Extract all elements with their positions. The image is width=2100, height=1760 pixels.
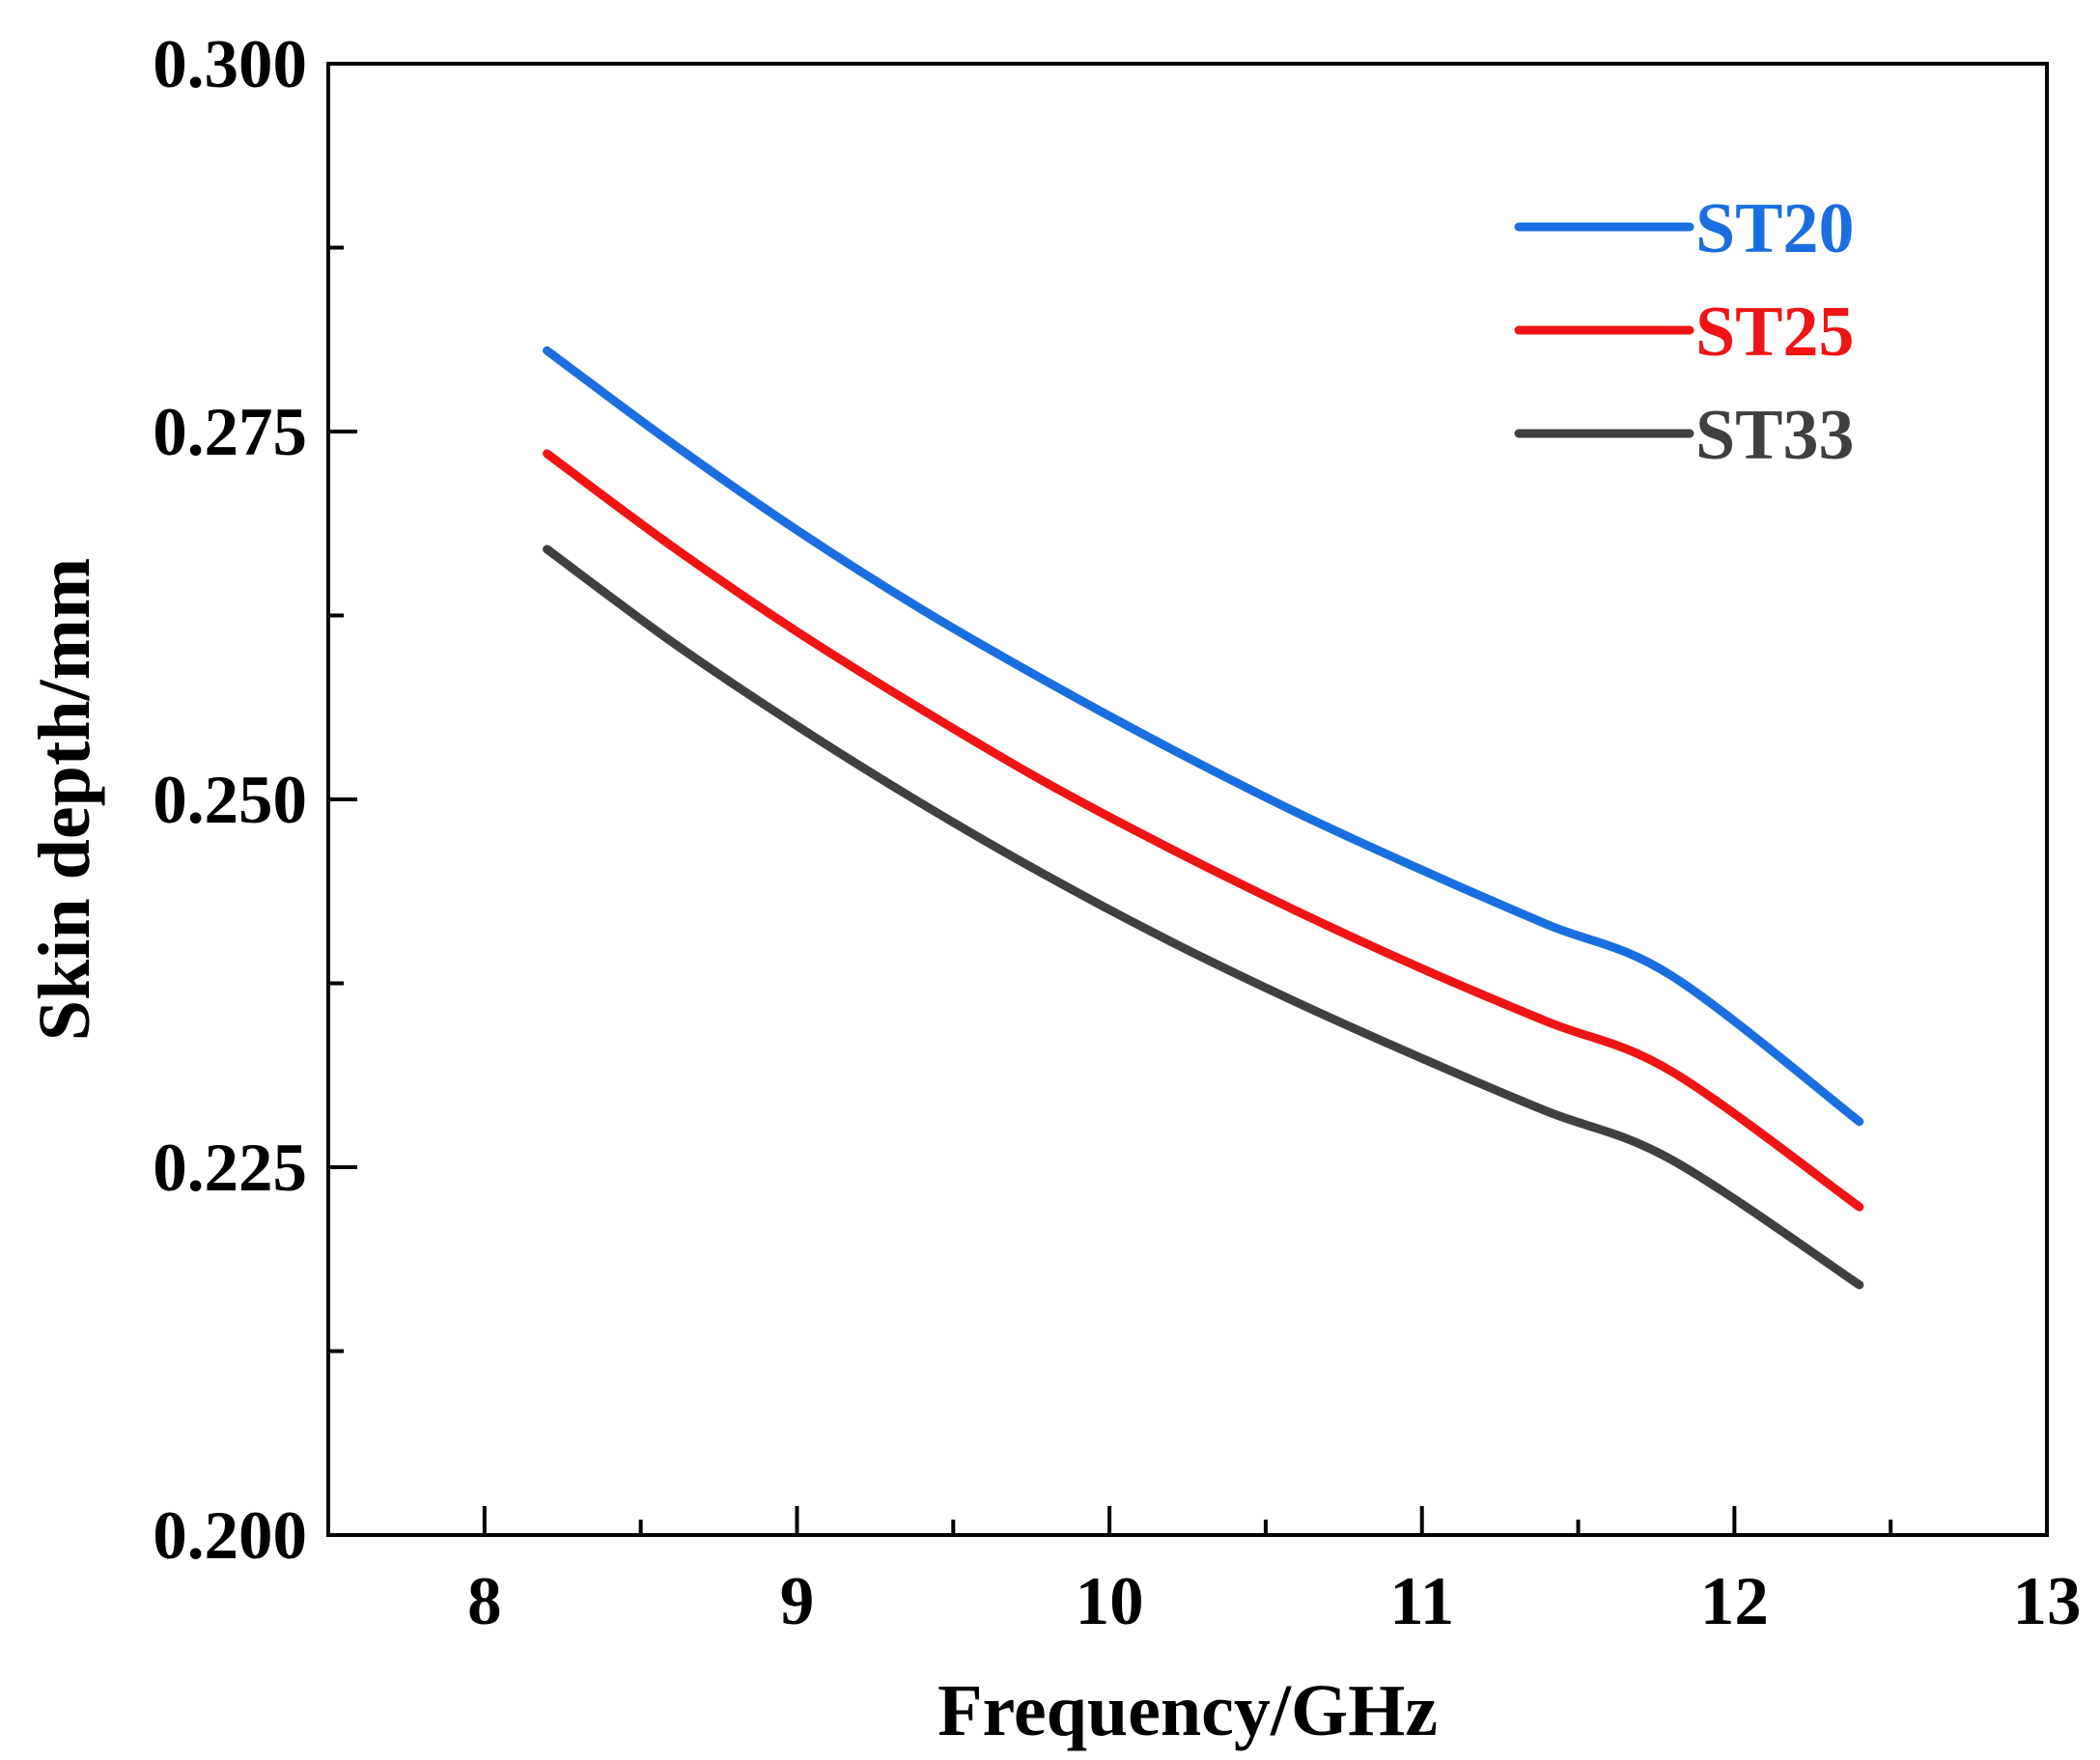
legend-label: ST33 (1695, 396, 1855, 475)
legend: ST20 ST25 ST33 (1514, 189, 1855, 475)
y-tick-label: 0.200 (153, 1498, 307, 1574)
x-tick-label: 8 (467, 1564, 502, 1639)
ticks-layer: 8 9 10 11 12 13 0.200 0.225 0.250 0.275 0.300 (153, 27, 2081, 1639)
legend-label: ST20 (1695, 189, 1855, 268)
x-axis-title: Frequency/GHz (938, 1670, 1438, 1751)
y-tick-label: 0.250 (153, 763, 307, 838)
plot-frame (326, 62, 2049, 1537)
series-line-st20 (543, 346, 1864, 1127)
series-layer (543, 346, 1864, 1290)
legend-label: ST25 (1695, 293, 1855, 372)
x-tick-label: 13 (2013, 1564, 2082, 1639)
y-axis-title: Skin depth/mm (24, 558, 105, 1042)
series-line-st33 (543, 545, 1864, 1290)
y-tick-label: 0.300 (153, 27, 307, 102)
x-tick-label: 10 (1076, 1564, 1144, 1639)
series-line-st25 (543, 449, 1864, 1212)
x-tick-label: 12 (1700, 1564, 1769, 1639)
x-tick-label: 11 (1389, 1564, 1454, 1639)
y-tick-label: 0.225 (153, 1131, 307, 1206)
y-tick-label: 0.275 (153, 395, 307, 470)
x-tick-label: 9 (780, 1564, 815, 1639)
